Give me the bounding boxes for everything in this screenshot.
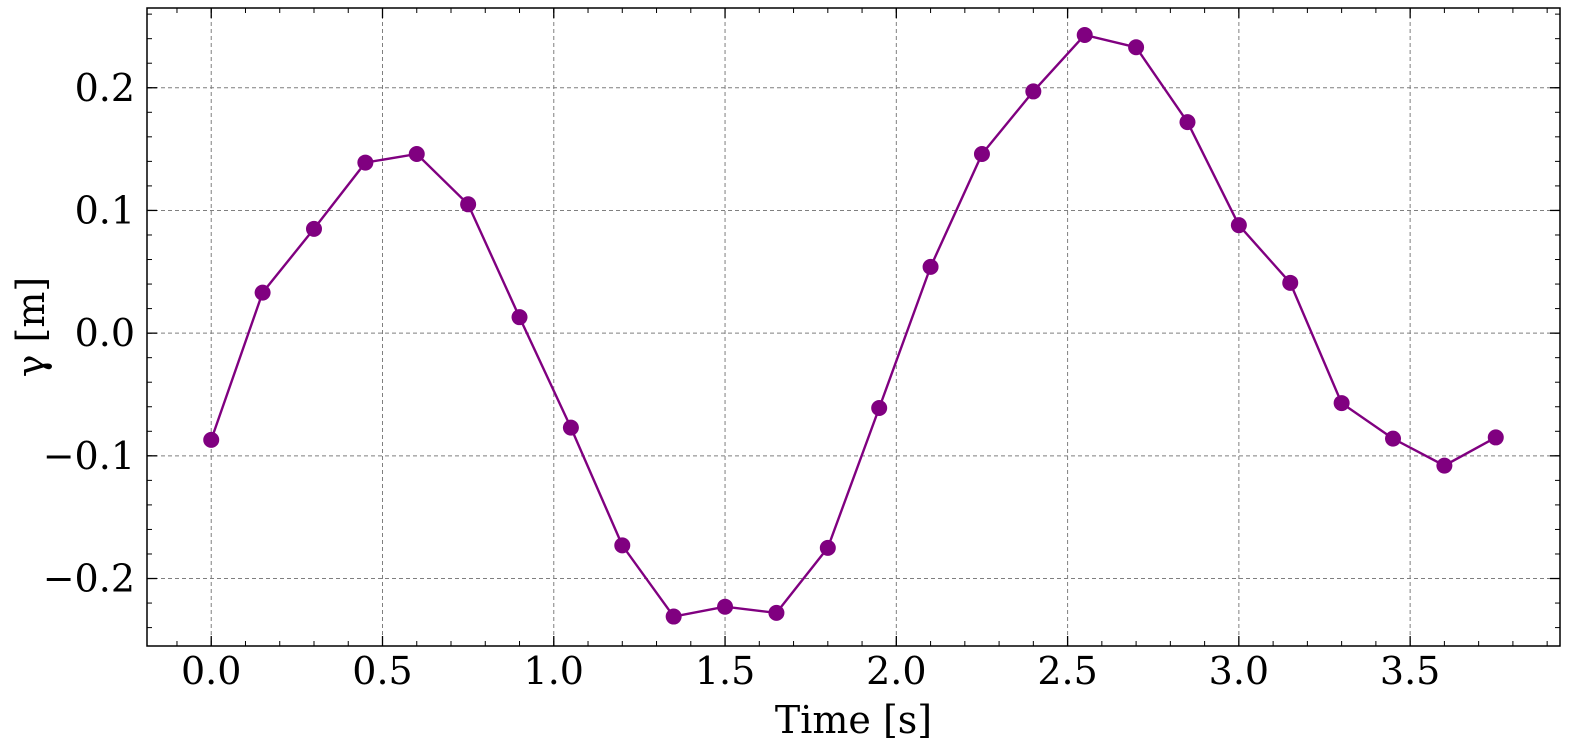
y-tick-label: −0.1: [43, 434, 135, 478]
data-point: [1385, 430, 1402, 447]
axis-ticks: [147, 8, 1560, 646]
x-tick-label: 0.0: [181, 649, 241, 693]
data-point: [1333, 395, 1350, 412]
data-point: [254, 284, 271, 301]
data-point: [562, 419, 579, 436]
y-tick-label: −0.2: [43, 557, 135, 601]
data-point: [408, 146, 425, 163]
data-point: [922, 258, 939, 275]
data-point: [614, 537, 631, 554]
data-point: [1282, 274, 1299, 291]
y-tick-label: 0.1: [75, 188, 135, 232]
x-tick-label: 1.5: [695, 649, 755, 693]
data-point: [768, 604, 785, 621]
data-point: [665, 608, 682, 625]
data-point: [1487, 429, 1504, 446]
data-point: [819, 539, 836, 556]
x-tick-label: 2.5: [1037, 649, 1097, 693]
data-point: [511, 309, 528, 326]
series-markers: [203, 26, 1504, 625]
x-tick-label: 3.5: [1380, 649, 1440, 693]
x-tick-label: 1.0: [524, 649, 584, 693]
x-tick-label: 2.0: [866, 649, 926, 693]
plot-frame: [146, 7, 1561, 647]
data-point: [460, 196, 477, 213]
data-point: [871, 399, 888, 416]
data-point: [1128, 39, 1145, 56]
y-axis-label: γ [m]: [9, 277, 53, 377]
x-tick-label: 3.0: [1209, 649, 1269, 693]
data-point: [1025, 83, 1042, 100]
data-point: [357, 154, 374, 171]
y-tick-label: 0.0: [75, 311, 135, 355]
data-point: [1076, 26, 1093, 43]
y-tick-label: 0.2: [75, 66, 135, 110]
y-tick-labels: −0.2 −0.1 0.0 0.1 0.2: [43, 66, 135, 601]
data-point: [1179, 114, 1196, 131]
series-line: [210, 33, 1497, 618]
data-point: [203, 431, 220, 448]
data-point: [1436, 457, 1453, 474]
x-axis-label: Time [s]: [775, 698, 932, 742]
x-tick-label: 0.5: [352, 649, 412, 693]
data-point: [717, 598, 734, 615]
data-point: [973, 146, 990, 163]
grid-lines: [147, 8, 1560, 646]
data-point: [305, 220, 322, 237]
data-point: [1230, 217, 1247, 234]
x-tick-labels: 0.0 0.5 1.0 1.5 2.0 2.5 3.0 3.5: [181, 649, 1440, 693]
